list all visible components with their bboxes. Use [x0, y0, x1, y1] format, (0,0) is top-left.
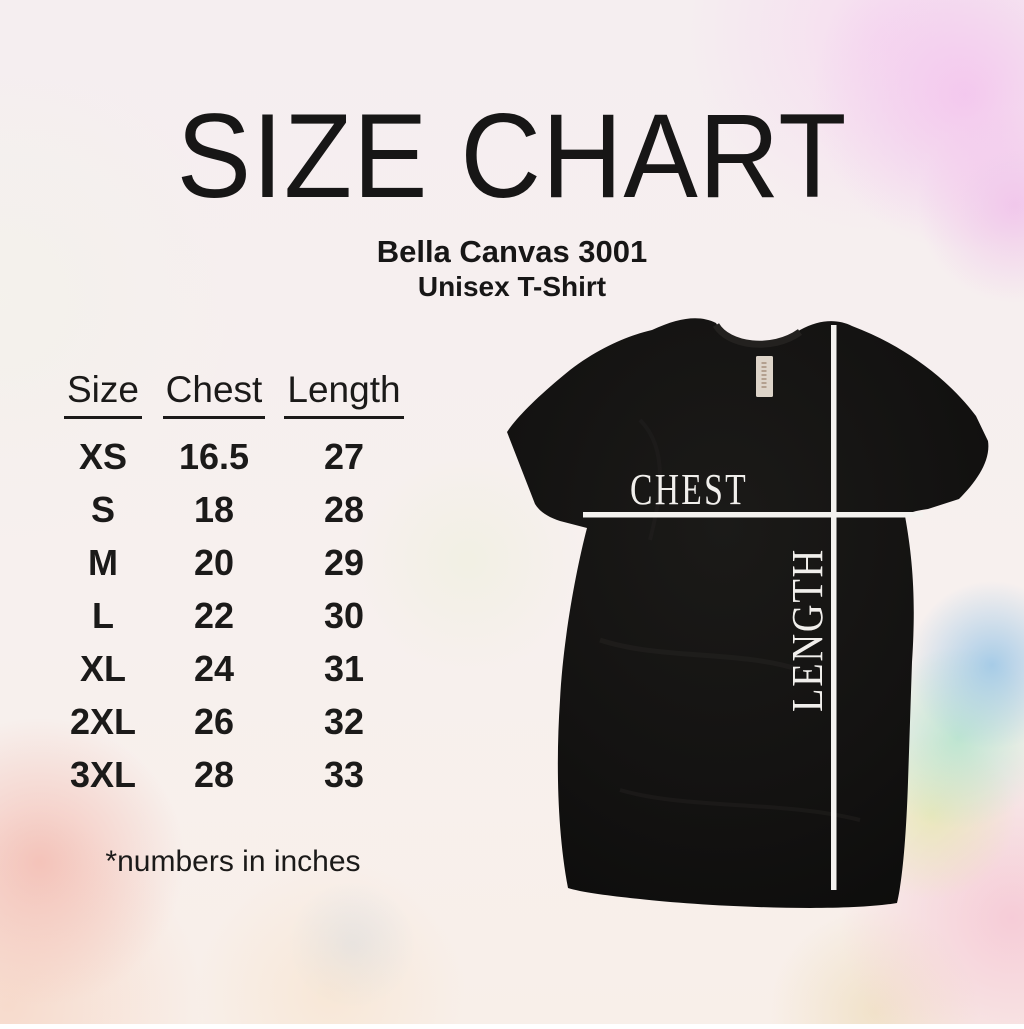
table-row: S 18 28: [48, 483, 418, 536]
wrinkle: [619, 788, 861, 822]
table-row: 2XL 26 32: [48, 695, 418, 748]
neck-tag: [756, 356, 773, 397]
page-title: SIZE CHART: [176, 89, 848, 223]
subtitle: Bella Canvas 3001 Unisex T-Shirt: [0, 234, 1024, 304]
size-cell: S: [90, 488, 115, 530]
subtitle-brand: Bella Canvas 3001: [376, 234, 648, 269]
chest-cell: 28: [193, 753, 235, 795]
length-cell: 29: [323, 541, 365, 583]
chest-cell: 26: [193, 700, 235, 742]
length-cell: 30: [323, 594, 365, 636]
length-cell: 27: [323, 435, 365, 477]
table-row: M 20 29: [48, 536, 418, 589]
length-cell: 32: [323, 700, 365, 742]
size-cell: 3XL: [69, 753, 137, 795]
size-cell: 2XL: [69, 700, 137, 742]
size-cell: XL: [79, 647, 126, 689]
table-row: 3XL 28 33: [48, 748, 418, 801]
size-table: Size Chest Length XS 16.5 27 S 18 28 M 2…: [48, 365, 418, 801]
chest-cell: 18: [193, 488, 235, 530]
length-label: LENGTH: [783, 548, 832, 712]
chest-label: CHEST: [630, 465, 748, 514]
chest-cell: 16.5: [178, 435, 250, 477]
collar: [712, 322, 803, 348]
chest-cell: 20: [193, 541, 235, 583]
footnote: *numbers in inches: [105, 845, 361, 878]
length-cell: 31: [323, 647, 365, 689]
subtitle-product: Unisex T-Shirt: [417, 271, 607, 302]
length-cell: 33: [323, 753, 365, 795]
size-cell: M: [88, 541, 118, 583]
table-row: XL 24 31: [48, 642, 418, 695]
wrinkle: [638, 418, 662, 541]
wrinkle: [599, 637, 801, 673]
tshirt-shape: [507, 318, 989, 908]
table-row: L 22 30: [48, 589, 418, 642]
column-header-length: Length: [270, 369, 418, 419]
chest-cell: 24: [193, 647, 235, 689]
table-row: XS 16.5 27: [48, 430, 418, 483]
length-cell: 28: [323, 488, 365, 530]
table-header-row: Size Chest Length: [48, 365, 418, 423]
column-header-size: Size: [48, 369, 158, 419]
column-header-chest: Chest: [158, 369, 270, 419]
chest-cell: 22: [193, 594, 235, 636]
size-cell: XS: [78, 435, 128, 477]
size-cell: L: [92, 594, 114, 636]
chest-line: [583, 512, 923, 518]
length-line: [831, 325, 837, 890]
